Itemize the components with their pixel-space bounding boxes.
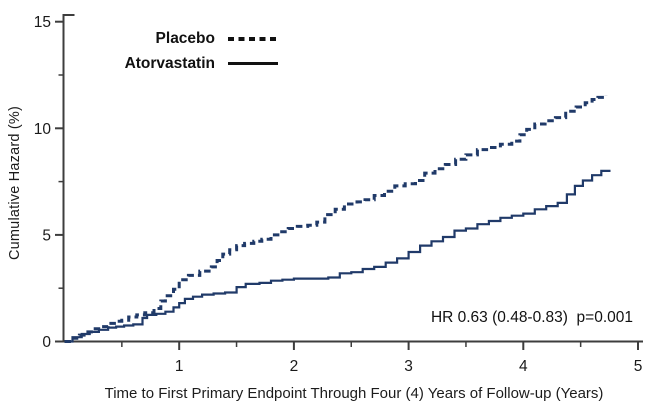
legend-item-atorvastatin: Atorvastatin [0,51,278,76]
y-tick-label: 10 [34,121,52,138]
x-tick-label: 5 [634,358,643,375]
legend-label-atorvastatin: Atorvastatin [124,54,215,72]
x-tick-label: 2 [290,358,299,375]
placebo-curve [64,95,608,343]
x-tick-label: 1 [175,358,184,375]
y-tick-label: 5 [42,227,51,244]
atorvastatin-solid-line-marker [228,62,278,65]
placebo-dashed-line-marker [228,36,278,41]
x-tick-label: 3 [404,358,413,375]
x-tick-label: 4 [519,358,528,375]
atorvastatin-curve [64,169,611,343]
y-tick-label: 15 [34,14,51,31]
hazard-ratio-annotation: HR 0.63 (0.48-0.83) p=0.001 [430,309,633,326]
y-axis-title: Cumulative Hazard (%) [7,105,23,261]
legend-item-placebo: Placebo [0,26,278,51]
y-tick-label: 0 [42,334,51,351]
legend-label-placebo: Placebo [155,29,215,47]
x-axis-title: Time to First Primary Endpoint Through F… [104,385,604,402]
legend: Placebo Atorvastatin [0,26,278,76]
